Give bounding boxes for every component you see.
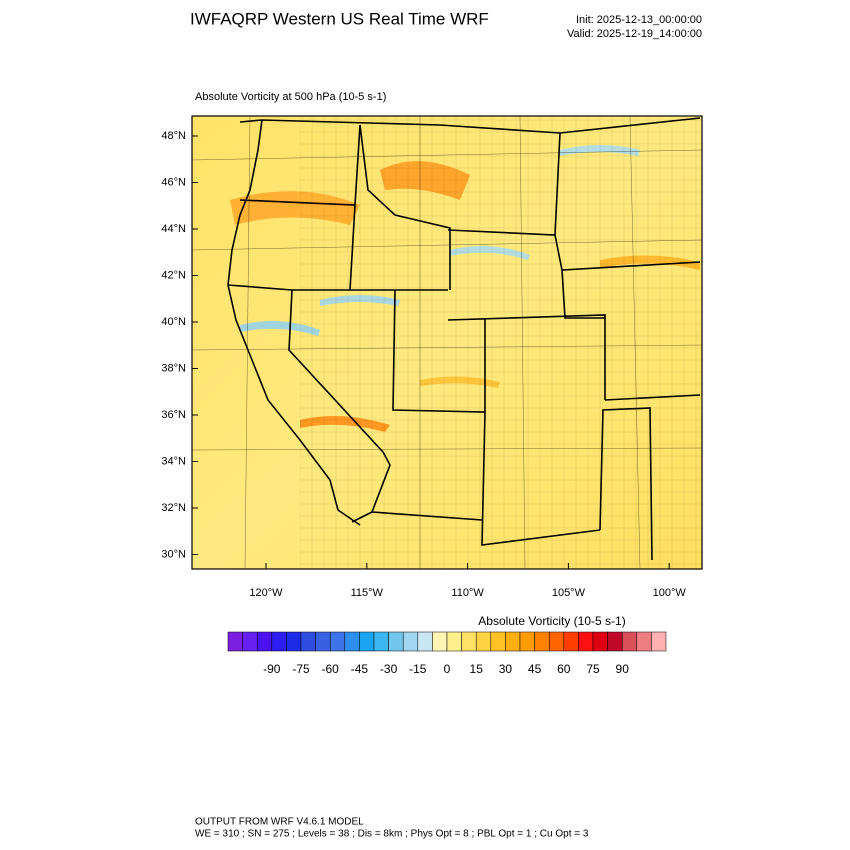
map <box>191 115 703 570</box>
valid-time: Valid: 2025-12-19_14:00:00 <box>567 28 702 40</box>
subtitle: Absolute Vorticity at 500 hPa (10-5 s-1) <box>195 91 386 103</box>
colorbar-label: 30 <box>499 662 513 676</box>
colorbar-label: 15 <box>470 662 484 676</box>
colorbar-box <box>271 631 287 652</box>
colorbar-box <box>315 631 331 652</box>
colorbar-box <box>621 631 638 652</box>
lat-label: 34°N <box>161 455 186 467</box>
colorbar-box <box>446 631 462 652</box>
colorbar-label: -90 <box>263 662 281 676</box>
colorbar-box <box>402 631 419 652</box>
map-frame <box>191 115 703 570</box>
colorbar-label: -60 <box>322 662 340 676</box>
colorbar-label: -15 <box>409 662 427 676</box>
lat-label: 44°N <box>161 223 186 235</box>
lat-label: 36°N <box>161 409 186 421</box>
lon-label: 105°W <box>552 587 586 599</box>
colorbar-box <box>242 631 258 652</box>
colorbar-label: 45 <box>528 662 542 676</box>
lat-label: 42°N <box>161 269 186 281</box>
colorbar-box <box>490 631 506 652</box>
lat-label: 30°N <box>161 548 186 560</box>
county-lines <box>300 116 702 569</box>
lat-label: 48°N <box>161 130 186 142</box>
colorbar-label: 60 <box>557 662 571 676</box>
colorbar-box <box>475 631 492 652</box>
colorbar-box <box>256 631 273 652</box>
colorbar-label: -45 <box>351 662 369 676</box>
footer-line: WE = 310 ; SN = 275 ; Levels = 38 ; Dis … <box>195 829 589 840</box>
title: IWFAQRP Western US Real Time WRF <box>190 9 489 28</box>
lat-label: 38°N <box>161 362 186 374</box>
lon-label: 100°W <box>653 587 687 599</box>
colorbar-label: 0 <box>444 662 451 676</box>
colorbar-box <box>329 631 346 652</box>
colorbar-box <box>505 631 521 652</box>
colorbar-box <box>548 631 565 652</box>
colorbar-box <box>461 631 477 652</box>
colorbar-box <box>563 631 579 652</box>
colorbar-box <box>286 631 302 652</box>
colorbar-box <box>227 631 243 652</box>
colorbar-box <box>607 631 623 652</box>
colorbar-label: 75 <box>586 662 600 676</box>
colorbar-label: -30 <box>380 662 398 676</box>
colorbar-box <box>344 631 360 652</box>
lon-label: 120°W <box>249 587 283 599</box>
colorbar-box <box>578 631 594 652</box>
lon-label: 110°W <box>451 587 484 599</box>
colorbar-box <box>636 631 652 652</box>
colorbar-box <box>373 631 389 652</box>
colorbar-label: -75 <box>292 662 310 676</box>
colorbar-box <box>300 631 316 652</box>
state-borders <box>227 117 701 561</box>
colorbar-box <box>359 631 375 652</box>
colorbar-box <box>417 631 433 652</box>
lat-label: 32°N <box>161 502 186 514</box>
county-lines-major <box>191 115 703 570</box>
lat-label: 40°N <box>161 316 186 328</box>
colorbar-box <box>651 631 667 652</box>
footer-line: OUTPUT FROM WRF V4.6.1 MODEL <box>195 817 364 828</box>
colorbar-label: 90 <box>616 662 630 676</box>
init-time: Init: 2025-12-13_00:00:00 <box>576 14 702 26</box>
colorbar-box <box>432 631 448 652</box>
colorbar-box <box>519 631 535 652</box>
lon-label: 115°W <box>351 587 384 599</box>
colorbar-box <box>534 631 550 652</box>
colorbar-title: Absolute Vorticity (10-5 s-1) <box>478 614 625 628</box>
colorbar-box <box>388 631 404 652</box>
colorbar-box <box>592 631 608 652</box>
lat-label: 46°N <box>161 176 186 188</box>
